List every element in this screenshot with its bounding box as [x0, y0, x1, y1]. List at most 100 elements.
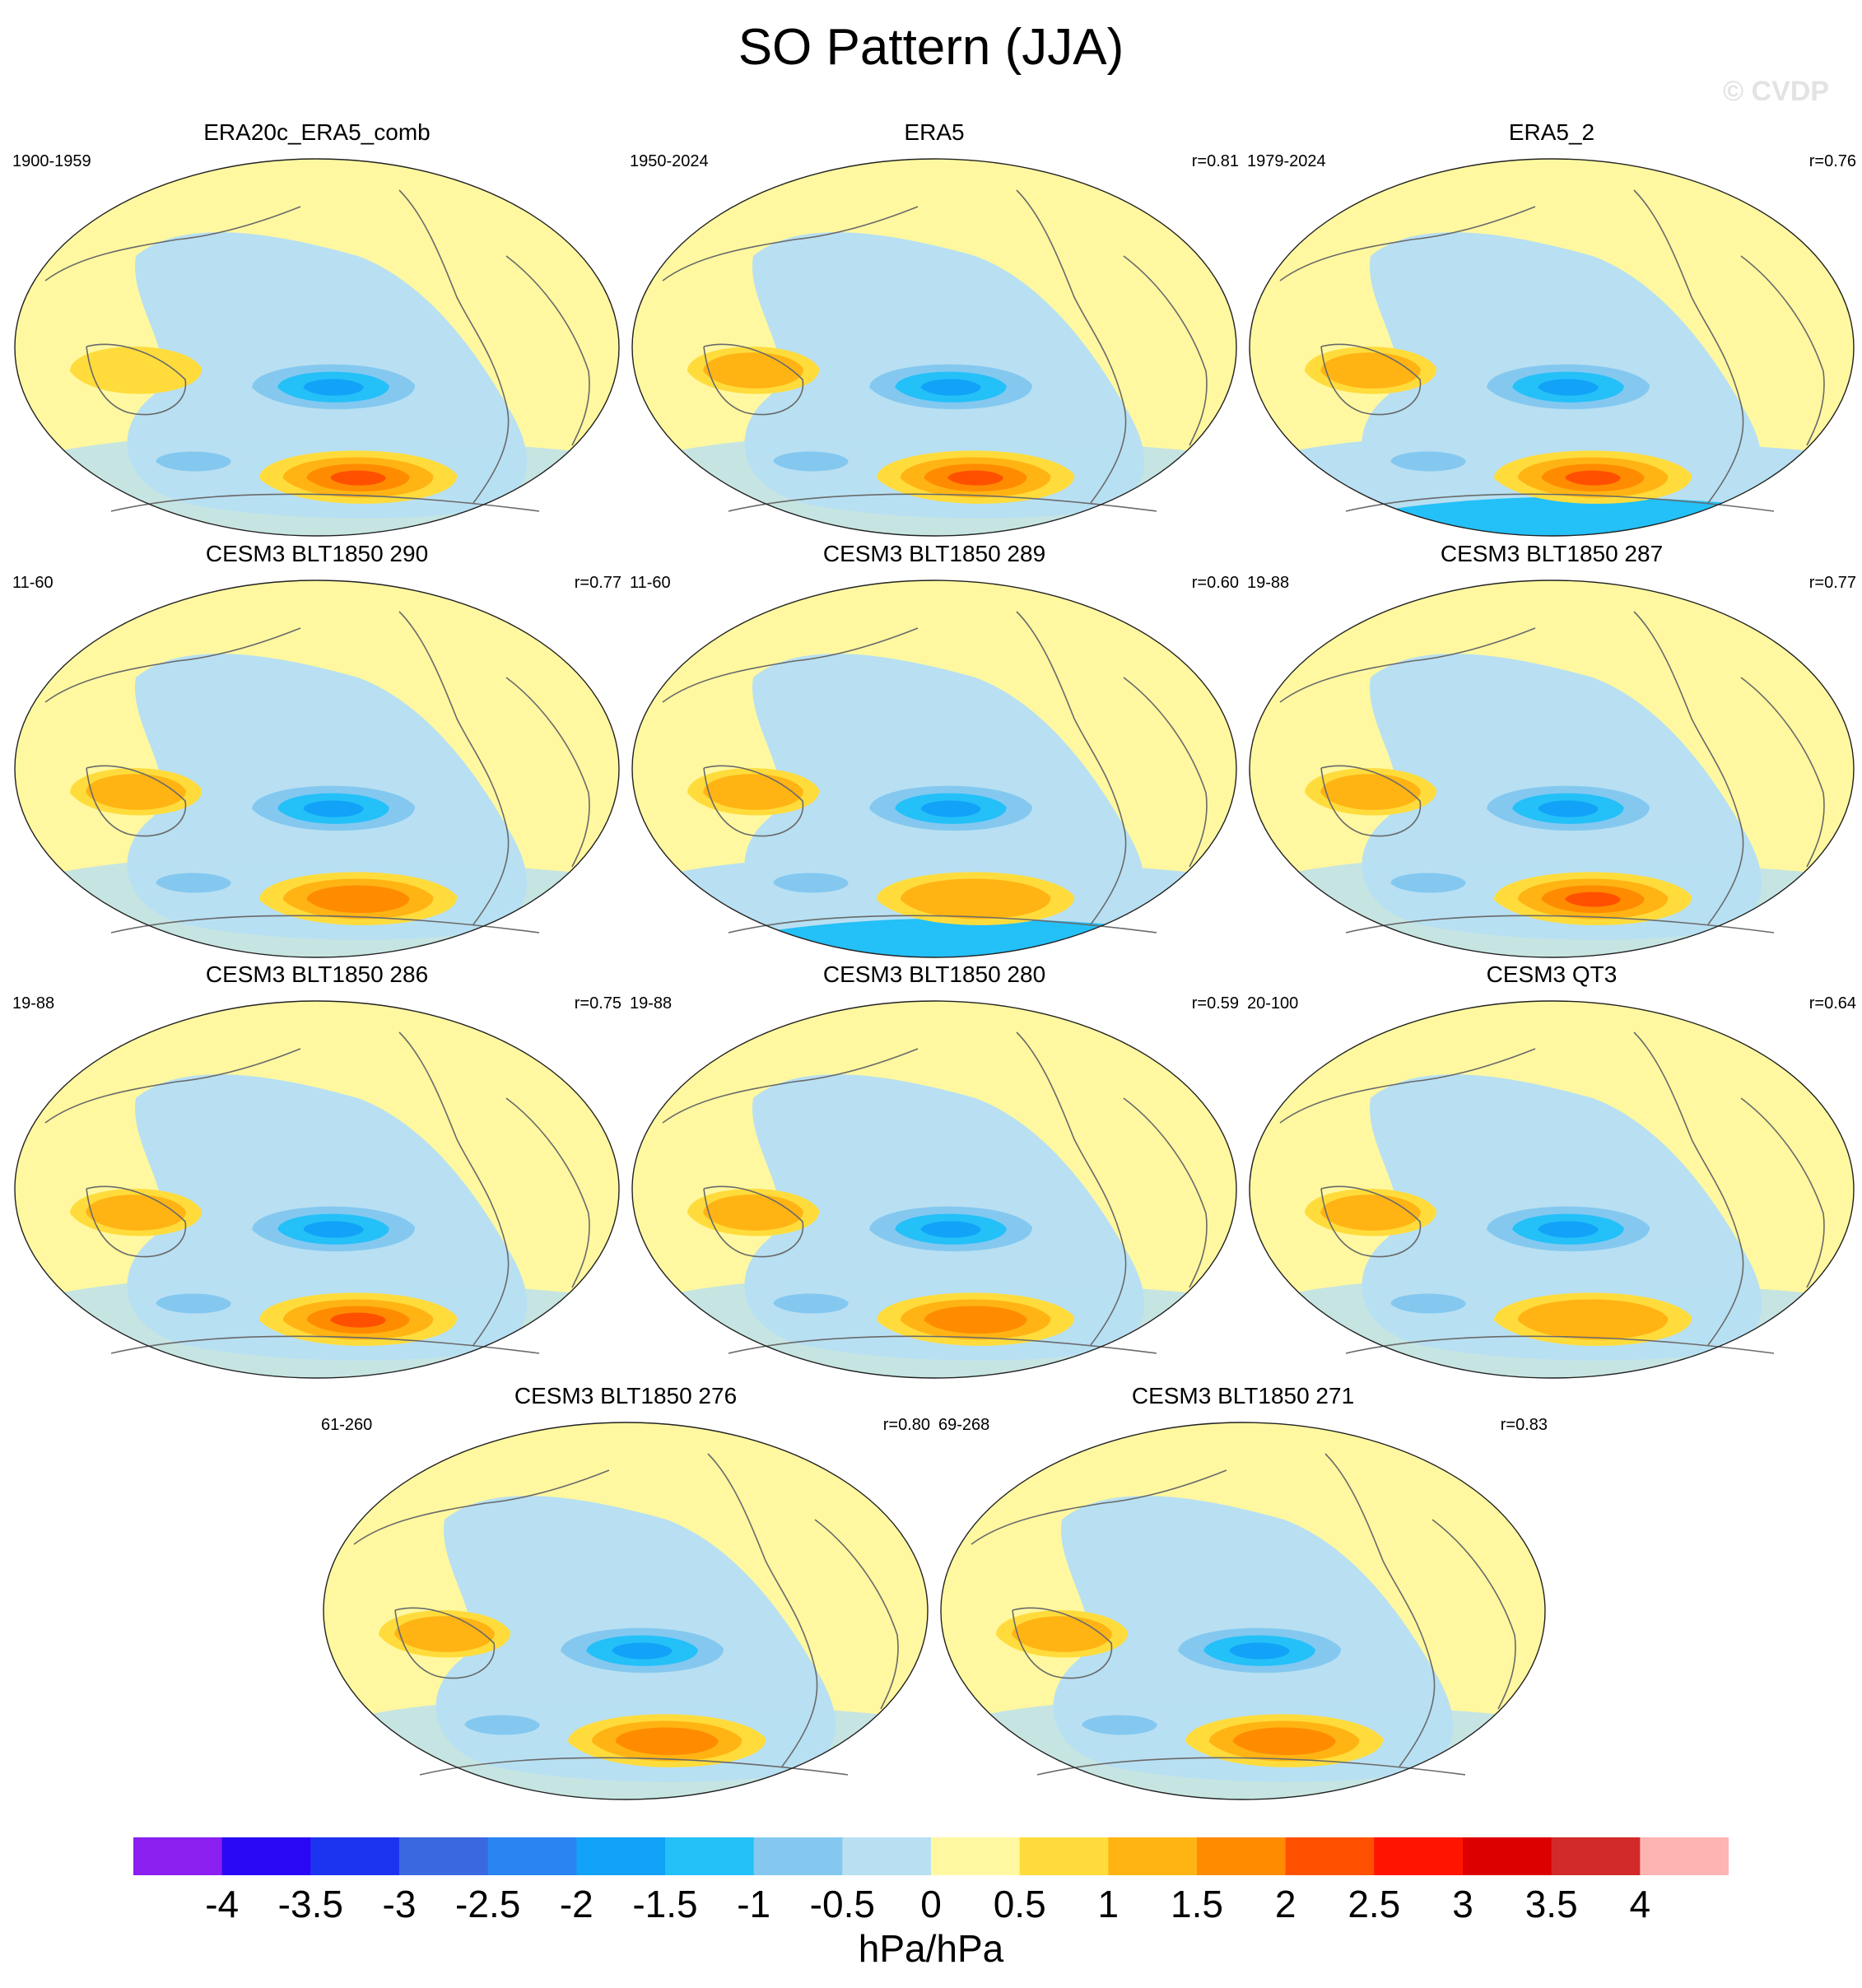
panel-correlation: r=0.60 [1191, 574, 1239, 592]
coastline [398, 611, 510, 925]
colorbar-swatch [487, 1837, 577, 1875]
robinson-map [631, 158, 1237, 537]
panel-title: CESM3 BLT1850 286 [205, 961, 429, 987]
coastline [1345, 493, 1775, 512]
coastline [662, 627, 919, 703]
coastline [110, 1335, 540, 1354]
coastline [1740, 1097, 1825, 1288]
pacific-negative-level-3 [303, 1221, 364, 1238]
colorbar-tick-label: -3.5 [277, 1883, 343, 1925]
coastline [728, 1335, 1157, 1354]
panel-correlation: r=0.81 [1191, 152, 1239, 170]
southwest-negative-level-1 [773, 873, 849, 893]
panel-period: 1950-2024 [630, 152, 709, 170]
coastline [1016, 1031, 1127, 1346]
coastline [1279, 206, 1536, 282]
south-positive-level-3 [947, 470, 1003, 486]
map-panel: ERA20c_ERA5_comb 1900-1959 [12, 119, 621, 537]
map-border [14, 580, 620, 958]
coastline [1324, 1453, 1436, 1767]
panel-title: CESM3 BLT1850 276 [514, 1383, 738, 1408]
coastline [1633, 611, 1744, 925]
coastline [1633, 1031, 1744, 1346]
coastline [353, 1469, 610, 1545]
southern-ocean-core [1296, 496, 1840, 536]
southern-ocean-core [679, 918, 1222, 957]
panel-correlation: r=0.83 [1500, 1416, 1548, 1434]
coastline [1012, 1607, 1113, 1679]
colorbar-swatch [1374, 1837, 1464, 1875]
map-border [1249, 158, 1855, 537]
coastline [1036, 1757, 1466, 1776]
panel-title: CESM3 BLT1850 271 [1131, 1383, 1355, 1408]
colorbar-tick-label: -2 [559, 1883, 594, 1925]
colorbar-units: hPa/hPa [858, 1927, 1004, 1970]
watermark: © CVDP [1723, 76, 1829, 107]
panel-period: 19-88 [1247, 574, 1290, 592]
coastline [662, 206, 919, 282]
robinson-map [14, 580, 620, 958]
map-panel: CESM3 BLT1850 289 11-60 r=0.60 [630, 541, 1239, 958]
colorbar-swatch [665, 1837, 755, 1875]
map-border [1249, 580, 1855, 958]
coastline [1016, 189, 1127, 504]
colorbar-tick-label: 0.5 [993, 1883, 1046, 1925]
coastline [86, 1185, 187, 1258]
colorbar-swatch [399, 1837, 489, 1875]
colorbar-tick-label: 1.5 [1171, 1883, 1223, 1925]
robinson-map [940, 1422, 1546, 1800]
map-panel: CESM3 BLT1850 286 19-88 r=0.75 [12, 961, 621, 1379]
coastline [1633, 189, 1744, 504]
colorbar-swatch [753, 1837, 843, 1875]
coastline [703, 765, 804, 837]
colorbar-tick-label: -0.5 [809, 1883, 875, 1925]
map-panel: CESM3 BLT1850 290 11-60 r=0.77 [12, 541, 621, 958]
colorbar-swatch [842, 1837, 932, 1875]
southwest-negative-level-1 [773, 1293, 849, 1314]
colorbar-tick-label: 3 [1452, 1883, 1473, 1925]
figure-title: SO Pattern (JJA) [738, 19, 1124, 76]
colorbar-swatch [1463, 1837, 1552, 1875]
coastline [971, 1469, 1227, 1545]
south-positive-level-3 [330, 1312, 386, 1328]
map-panel: CESM3 BLT1850 280 19-88 r=0.59 [630, 961, 1239, 1379]
coastline [703, 343, 804, 416]
colorbar-tick-label: -4 [205, 1883, 240, 1925]
colorbar-swatch [133, 1837, 223, 1875]
colorbar-tick-label: -1 [737, 1883, 771, 1925]
map-border [631, 1000, 1237, 1379]
panel-correlation: r=0.80 [882, 1416, 930, 1434]
panel-title: ERA5_2 [1508, 119, 1595, 145]
map-border [940, 1422, 1546, 1800]
coastline [1279, 1048, 1536, 1124]
coastline [814, 1519, 899, 1710]
south-positive-level-1 [1517, 1299, 1669, 1340]
coastline [1740, 255, 1825, 446]
south-positive-level-3 [1565, 892, 1621, 907]
panel-period: 1900-1959 [12, 152, 91, 170]
panel-title: CESM3 BLT1850 290 [205, 541, 429, 566]
coastline [44, 1048, 301, 1124]
south-positive-level-3 [1565, 470, 1621, 486]
map-border [323, 1422, 929, 1800]
robinson-map [1249, 1000, 1855, 1379]
coastline [1016, 611, 1127, 925]
panel-period: 61-260 [321, 1416, 373, 1434]
pacific-negative-level-3 [1538, 379, 1599, 396]
panel-period: 11-60 [12, 574, 54, 592]
coastline [398, 1031, 510, 1346]
colorbar-tick-label: 1 [1097, 1883, 1120, 1925]
south-positive-level-2 [615, 1727, 719, 1756]
coastline [44, 627, 301, 703]
coastline [1345, 915, 1775, 933]
pacific-negative-level-3 [1538, 800, 1599, 817]
coastline [505, 255, 590, 446]
coastline [110, 493, 540, 512]
pacific-negative-level-3 [303, 800, 364, 817]
coastline [703, 1185, 804, 1258]
colorbar-swatch [931, 1837, 1021, 1875]
southwest-negative-level-1 [464, 1715, 540, 1735]
colorbar-tick-label: -3 [382, 1883, 417, 1925]
southwest-negative-level-1 [156, 873, 231, 893]
colorbar-tick-labels: -4 -3.5 -3 -2.5 -2 -1.5 -1 -0.5 0 0.5 1 1.5 2 2.5 3 3.5… [0, 1882, 1862, 1928]
